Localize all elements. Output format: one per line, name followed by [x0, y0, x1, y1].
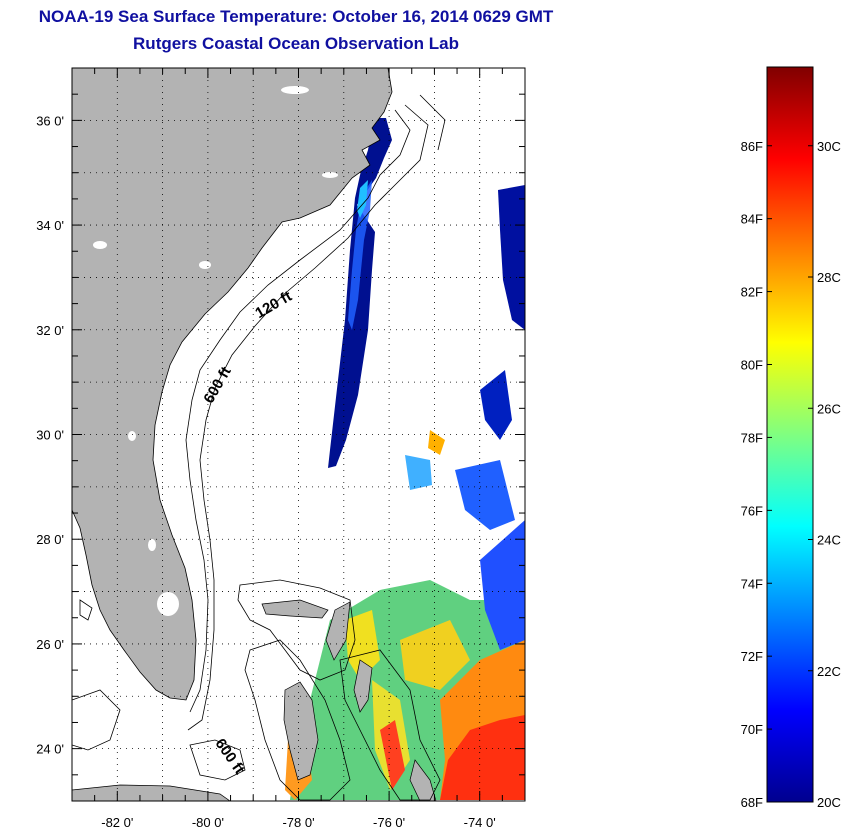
- colorbar-f-label: 70F: [741, 722, 763, 737]
- lon-tick-label: -78 0': [282, 815, 314, 830]
- colorbar-f-label: 86F: [741, 139, 763, 154]
- lat-tick-label: 32 0': [36, 323, 64, 338]
- colorbar-c-label: 30C: [817, 139, 841, 154]
- colorbar-f-label: 74F: [741, 576, 763, 591]
- sst-mid-patch-2: [405, 455, 432, 490]
- sst-east-strip-2: [480, 370, 512, 440]
- colorbar-f-label: 78F: [741, 430, 763, 445]
- sst-swath-highlight: [348, 180, 372, 330]
- sst-swath-cyan: [357, 180, 368, 218]
- colorbar-f-label: 82F: [741, 285, 763, 300]
- contour-cuba-bank: [189, 739, 246, 781]
- map-subtitle: Rutgers Coastal Ocean Observation Lab: [133, 34, 459, 53]
- graticule: [72, 68, 525, 801]
- sst-warm-cell-1: [428, 430, 445, 455]
- sst-east-strip: [498, 185, 525, 330]
- lake-small-2: [199, 261, 211, 269]
- land-bahamas-grand: [261, 599, 329, 619]
- lon-tick-label: -74 0': [464, 815, 496, 830]
- sst-channel-red: [380, 720, 405, 790]
- lon-tick-label: -82 0': [101, 815, 133, 830]
- land-bahamas-eleuthera: [353, 659, 373, 713]
- sst-data-layer: [285, 118, 525, 800]
- lake-small-5: [322, 172, 338, 178]
- lat-tick-label: 34 0': [36, 218, 64, 233]
- lake-small-3: [93, 241, 107, 249]
- colorbar-c-label: 22C: [817, 664, 841, 679]
- sst-south-yellow-2: [400, 620, 470, 690]
- colorbar-f-label: 80F: [741, 358, 763, 373]
- land-bahamas-abaco: [325, 601, 351, 661]
- sst-south-blue: [480, 520, 525, 650]
- sst-mid-patch-1: [455, 460, 515, 530]
- colorbar-c-label: 28C: [817, 270, 841, 285]
- lon-tick-label: -76 0': [373, 815, 405, 830]
- land-cuba-north: [72, 784, 231, 801]
- lake-small-1: [128, 431, 136, 441]
- colorbar-c-label: 24C: [817, 533, 841, 548]
- lake-okeechobee: [157, 592, 179, 616]
- land-exuma: [409, 759, 437, 801]
- map-title: NOAA-19 Sea Surface Temperature: October…: [38, 7, 554, 26]
- colorbar-c-label: 20C: [817, 795, 841, 810]
- lake-small-6: [148, 539, 156, 551]
- contour-bahamas-2: [244, 639, 351, 801]
- bathymetry-contours: [72, 94, 446, 801]
- lat-tick-label: 28 0': [36, 532, 64, 547]
- contour-600ft: [187, 104, 429, 731]
- contour-120ft: [185, 109, 411, 713]
- lon-tick-label: -80 0': [192, 815, 224, 830]
- axis-labels: 36 0' 34 0' 32 0' 30 0' 28 0' 26 0' 24 0' -82 0…: [36, 113, 496, 830]
- lakes-layer: [93, 86, 338, 616]
- lat-tick-label: 26 0': [36, 637, 64, 652]
- contour-bahamas-1: [237, 579, 356, 681]
- colorbar-f-label: 84F: [741, 212, 763, 227]
- sst-south-red: [440, 715, 525, 800]
- map-ticks: [71, 67, 526, 802]
- lat-tick-label: 24 0': [36, 742, 64, 757]
- colorbar-c-label: 26C: [817, 401, 841, 416]
- colorbar-f-label: 72F: [741, 649, 763, 664]
- colorbar: [766, 66, 814, 803]
- contour-keys-2: [79, 599, 93, 621]
- lat-tick-label: 36 0': [36, 113, 64, 128]
- colorbar-labels: 86F 84F 82F 80F 78F 76F 74F 72F 70F 68F 30C 28C 26C 2…: [741, 139, 841, 810]
- land-bahamas-andros: [283, 681, 319, 781]
- contour-keys: [72, 689, 121, 751]
- lake-small-4: [281, 86, 309, 94]
- contour-bahamas-3: [339, 649, 441, 801]
- colorbar-f-label: 76F: [741, 503, 763, 518]
- colorbar-f-label: 68F: [741, 795, 763, 810]
- lat-tick-label: 30 0': [36, 428, 64, 443]
